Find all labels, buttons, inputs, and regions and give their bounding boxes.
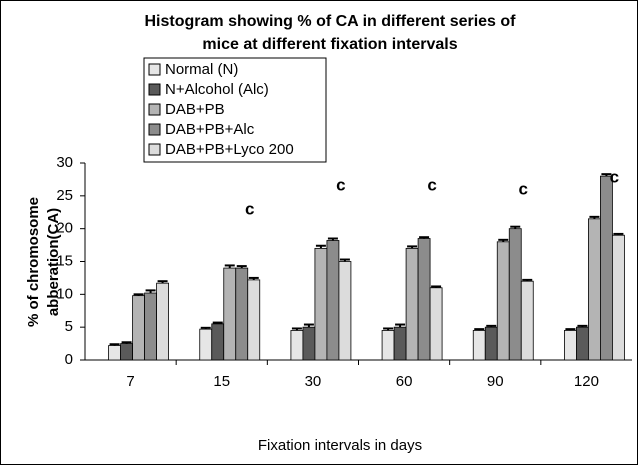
error-bar <box>601 173 612 177</box>
x-tick-label: 7 <box>126 373 134 390</box>
y-tick-label: 0 <box>65 351 73 368</box>
error-bar <box>224 264 235 269</box>
annotation: c <box>427 175 436 194</box>
error-bar <box>407 245 418 249</box>
error-bar <box>133 293 144 296</box>
bar <box>417 238 431 361</box>
bar <box>120 343 133 361</box>
x-axis-label: Fixation intervals in days <box>258 437 422 454</box>
x-tick-label: 60 <box>396 373 413 390</box>
bar <box>576 326 589 361</box>
error-bar <box>589 215 600 219</box>
error-bar <box>498 238 509 242</box>
bar <box>508 228 522 361</box>
legend-label: DAB+PB+Lyco 200 <box>165 141 294 158</box>
error-bar <box>157 280 168 284</box>
bar <box>520 280 534 361</box>
y-tick-label: 15 <box>56 252 73 269</box>
annotation: c <box>245 199 254 218</box>
error-bar <box>522 278 533 282</box>
legend-label: DAB+PB <box>165 101 225 118</box>
error-bar <box>510 225 521 229</box>
bar <box>199 328 213 361</box>
annotation: c <box>610 167 619 186</box>
error-bar <box>200 326 211 330</box>
x-tick-label: 90 <box>487 373 504 390</box>
bar <box>564 330 577 361</box>
error-bar <box>474 328 485 331</box>
bar <box>290 330 304 361</box>
error-bar <box>291 327 302 331</box>
legend-label: DAB+PB+Alc <box>165 121 255 138</box>
x-tick-label: 120 <box>574 373 599 390</box>
error-bar <box>315 244 326 249</box>
bar <box>496 241 510 361</box>
bar <box>472 330 486 361</box>
error-bar <box>486 324 497 328</box>
bar <box>326 240 340 361</box>
y-axis-label: % of chromosome <box>25 197 42 327</box>
bar <box>612 234 625 361</box>
error-bar <box>145 289 156 294</box>
legend-swatch <box>148 123 161 136</box>
bar <box>314 247 328 361</box>
bar <box>429 287 443 361</box>
y-tick-label: 10 <box>56 285 73 302</box>
legend-label: Normal (N) <box>165 61 238 78</box>
annotation: c <box>336 175 345 194</box>
x-tick-label: 30 <box>305 373 322 390</box>
legend-label: N+Alcohol (Alc) <box>165 81 269 98</box>
bar <box>588 218 601 361</box>
bar <box>302 326 316 361</box>
error-bar <box>419 236 430 239</box>
bar <box>381 330 395 361</box>
error-bar <box>383 327 394 331</box>
y-axis-label: abberation(CA) <box>45 208 62 316</box>
error-bar <box>395 323 406 328</box>
error-bar <box>431 285 442 288</box>
bar <box>600 175 613 361</box>
bar <box>132 295 145 361</box>
y-tick-label: 5 <box>65 318 73 335</box>
error-bar <box>339 258 350 262</box>
bar <box>223 267 237 361</box>
error-bar <box>327 237 338 241</box>
legend-swatch <box>148 83 161 96</box>
y-tick-label: 25 <box>56 187 73 204</box>
error-bar <box>212 321 223 324</box>
bar <box>156 282 169 361</box>
error-bar <box>613 232 624 236</box>
chart-title: mice at different fixation intervals <box>202 36 457 53</box>
error-bar <box>236 265 247 269</box>
bar <box>108 345 121 361</box>
bar <box>338 261 352 361</box>
error-bar <box>121 341 132 344</box>
bar <box>211 323 225 361</box>
error-bar <box>303 323 314 328</box>
y-tick-label: 30 <box>56 154 73 171</box>
bar <box>235 267 249 361</box>
bar <box>393 326 407 361</box>
legend-swatch <box>148 103 161 116</box>
bar <box>405 247 419 361</box>
y-tick-label: 20 <box>56 220 73 237</box>
legend-box <box>143 57 327 163</box>
legend-swatch <box>148 143 161 156</box>
error-bar <box>577 324 588 328</box>
bar <box>247 279 261 361</box>
legend-swatch <box>148 63 161 76</box>
x-tick-label: 15 <box>213 373 230 390</box>
chart-title: Histogram showing % of CA in different s… <box>145 13 517 30</box>
annotation: c <box>519 179 528 198</box>
error-bar <box>248 276 259 280</box>
error-bar <box>109 343 120 346</box>
bar <box>144 292 157 361</box>
error-bar <box>565 328 576 331</box>
bar <box>484 326 498 361</box>
